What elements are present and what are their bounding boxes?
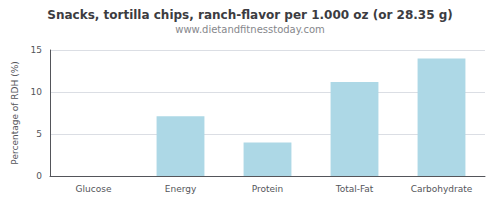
svg-text:Protein: Protein [252, 184, 284, 194]
svg-text:Total-Fat: Total-Fat [335, 184, 374, 194]
svg-text:Glucose: Glucose [76, 184, 112, 194]
svg-text:Percentage of RDH (%): Percentage of RDH (%) [10, 61, 20, 164]
svg-text:15: 15 [31, 45, 42, 55]
svg-text:www.dietandfitnesstoday.com: www.dietandfitnesstoday.com [175, 24, 324, 35]
svg-text:5: 5 [36, 129, 42, 139]
svg-text:Snacks, tortilla chips, ranch-: Snacks, tortilla chips, ranch-flavor per… [47, 8, 453, 22]
svg-text:10: 10 [31, 87, 43, 97]
svg-text:0: 0 [36, 171, 42, 181]
svg-text:Carbohydrate: Carbohydrate [411, 184, 473, 194]
svg-text:Energy: Energy [165, 184, 197, 194]
